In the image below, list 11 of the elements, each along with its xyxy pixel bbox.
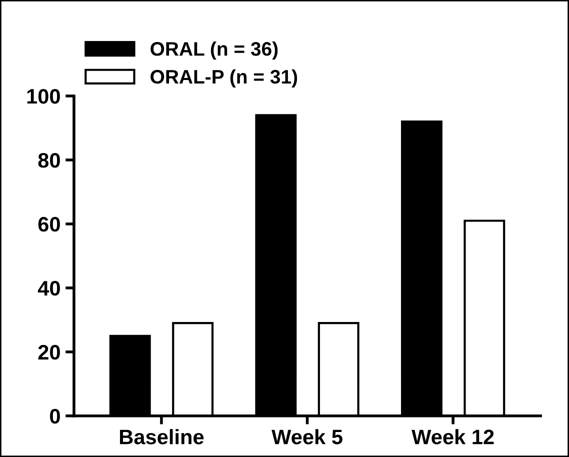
y-tick-label: 80: [38, 152, 60, 168]
y-tick-label: 40: [38, 280, 60, 296]
legend-label: ORAL-P (n = 31): [150, 69, 298, 88]
y-tick-label: 60: [38, 216, 60, 232]
y-tick-label: 0: [50, 408, 60, 424]
x-tick-label: Baseline: [120, 429, 204, 444]
y-tick-label: 100: [27, 88, 60, 104]
x-tick-label: Week 12: [412, 429, 494, 444]
x-tick-label: Week 5: [272, 429, 342, 444]
legend-label: ORAL (n = 36): [150, 42, 278, 60]
y-tick-label: 20: [38, 344, 60, 360]
